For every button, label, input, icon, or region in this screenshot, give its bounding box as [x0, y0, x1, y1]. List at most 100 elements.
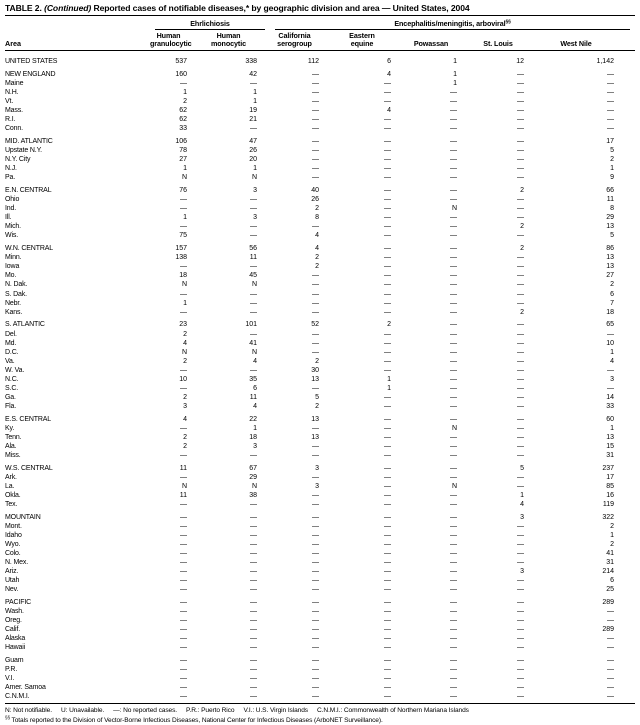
value-cell: — — [384, 666, 391, 674]
value-cell: — — [607, 657, 614, 665]
value-cell: — — [180, 540, 187, 548]
value-cell: — — [250, 531, 257, 539]
value-cell: — — [450, 254, 457, 262]
value-cell: — — [384, 165, 391, 173]
area-cell: D.C. — [5, 348, 19, 356]
value-cell: — — [450, 559, 457, 567]
value-cell: — — [450, 644, 457, 652]
title-rule — [5, 15, 635, 16]
area-cell: N.C. — [5, 375, 19, 383]
table-title-continued: (Continued) — [44, 3, 92, 13]
area-cell: Hawaii — [5, 644, 26, 652]
value-cell: — — [180, 599, 187, 606]
table-row: Tenn. 2 18 13 — — — 13 — [5, 433, 635, 442]
value-cell: — — [384, 214, 391, 222]
area-cell: Wyo. — [5, 540, 21, 548]
value-cell: 25 — [606, 586, 614, 594]
value-cell: — — [450, 693, 457, 701]
value-cell: — — [312, 617, 319, 625]
value-cell: 2 — [315, 402, 319, 410]
value-cell: — — [450, 540, 457, 548]
value-cell: 3 — [520, 568, 524, 576]
value-cell: — — [384, 366, 391, 374]
column-header: West Nile — [560, 39, 592, 49]
value-cell: 13 — [606, 433, 614, 441]
table-row: Mass. 62 19 — 4 — — — — [5, 106, 635, 115]
value-cell: — — [384, 644, 391, 652]
value-cell: — — [517, 393, 524, 401]
value-cell: — — [517, 433, 524, 441]
table-row: N.Y. City 27 20 — — — — 2 — [5, 155, 635, 164]
area-cell: Nev. — [5, 586, 19, 594]
value-cell: — — [607, 125, 614, 133]
footnote-legend-item: —: No reported cases. — [113, 707, 178, 715]
value-cell: N — [181, 281, 187, 289]
value-cell: 13 — [606, 223, 614, 231]
group-header-spacer — [5, 19, 150, 30]
value-cell: — — [312, 491, 319, 499]
value-cell: — — [517, 205, 524, 213]
value-cell: — — [384, 442, 391, 450]
value-cell: — — [250, 290, 257, 298]
value-cell: — — [450, 330, 457, 338]
value-cell: — — [517, 366, 524, 374]
value-cell: — — [450, 223, 457, 231]
value-cell: — — [384, 500, 391, 508]
value-cell: 3 — [253, 442, 257, 450]
value-cell: 2 — [183, 393, 187, 401]
value-cell: — — [450, 657, 457, 665]
value-cell: 67 — [249, 464, 257, 472]
value-cell: N — [181, 348, 187, 356]
value-cell: 11 — [606, 196, 614, 204]
area-cell: Fla. — [5, 402, 17, 410]
value-cell: 1 — [387, 375, 391, 383]
area-cell: Miss. — [5, 451, 21, 459]
value-cell: — — [450, 513, 457, 521]
value-cell: — — [180, 657, 187, 665]
value-cell: — — [384, 635, 391, 643]
value-cell: 11 — [179, 464, 187, 472]
area-cell: C.N.M.I. — [5, 693, 30, 701]
table-row: Mo. 18 45 — — — — 27 — [5, 271, 635, 280]
table-row: Nebr. 1 — — — — — 7 — [5, 299, 635, 308]
value-cell: — — [607, 116, 614, 124]
value-cell: — — [450, 147, 457, 155]
value-cell: — — [312, 174, 319, 182]
value-cell: 1 — [453, 71, 457, 79]
value-cell: — — [607, 80, 614, 88]
value-cell: — — [312, 71, 319, 79]
value-cell: 62 — [179, 116, 187, 124]
value-cell: — — [384, 223, 391, 231]
value-cell: — — [450, 339, 457, 347]
area-cell: Alaska — [5, 635, 26, 643]
area-cell: Ga. — [5, 393, 16, 401]
area-cell: Ariz. — [5, 568, 19, 576]
value-cell: — — [312, 223, 319, 231]
table-row: C.N.M.I. — — — — — — — — [5, 692, 635, 701]
value-cell: — — [312, 147, 319, 155]
table-row: Ill. 1 3 8 — — — 29 — [5, 213, 635, 222]
value-cell: — — [312, 522, 319, 530]
table-row: Ky. — 1 — — N — 1 — [5, 424, 635, 433]
value-cell: — — [517, 473, 524, 481]
value-cell: — — [384, 657, 391, 665]
table-row: N.J. 1 1 — — — — 1 — [5, 164, 635, 173]
table-row: N.C. 10 35 13 1 — — 3 — [5, 375, 635, 384]
value-cell: 3 — [315, 482, 319, 490]
footnote-source: §§ Totals reported to the Division of Ve… — [5, 715, 635, 725]
value-cell: 1 — [253, 89, 257, 97]
value-cell: — — [312, 281, 319, 289]
value-cell: — — [250, 366, 257, 374]
table-title-text: Reported cases of notifiable diseases,* … — [93, 3, 470, 13]
area-cell: MOUNTAIN — [5, 513, 41, 521]
table-row: Tex. — — — — — 4 119 — [5, 500, 635, 509]
value-cell: — — [384, 156, 391, 164]
value-cell: — — [607, 71, 614, 79]
value-cell: N — [181, 482, 187, 490]
table-row: Utah — — — — — — 6 — [5, 576, 635, 585]
value-cell: — — [517, 174, 524, 182]
table-row: UNITED STATES 537 338 112 6 1 12 1,142 — [5, 57, 635, 66]
value-cell: — — [312, 599, 319, 606]
footnote-legend-item: P.R.: Puerto Rico — [186, 707, 235, 715]
value-cell: — — [250, 232, 257, 240]
